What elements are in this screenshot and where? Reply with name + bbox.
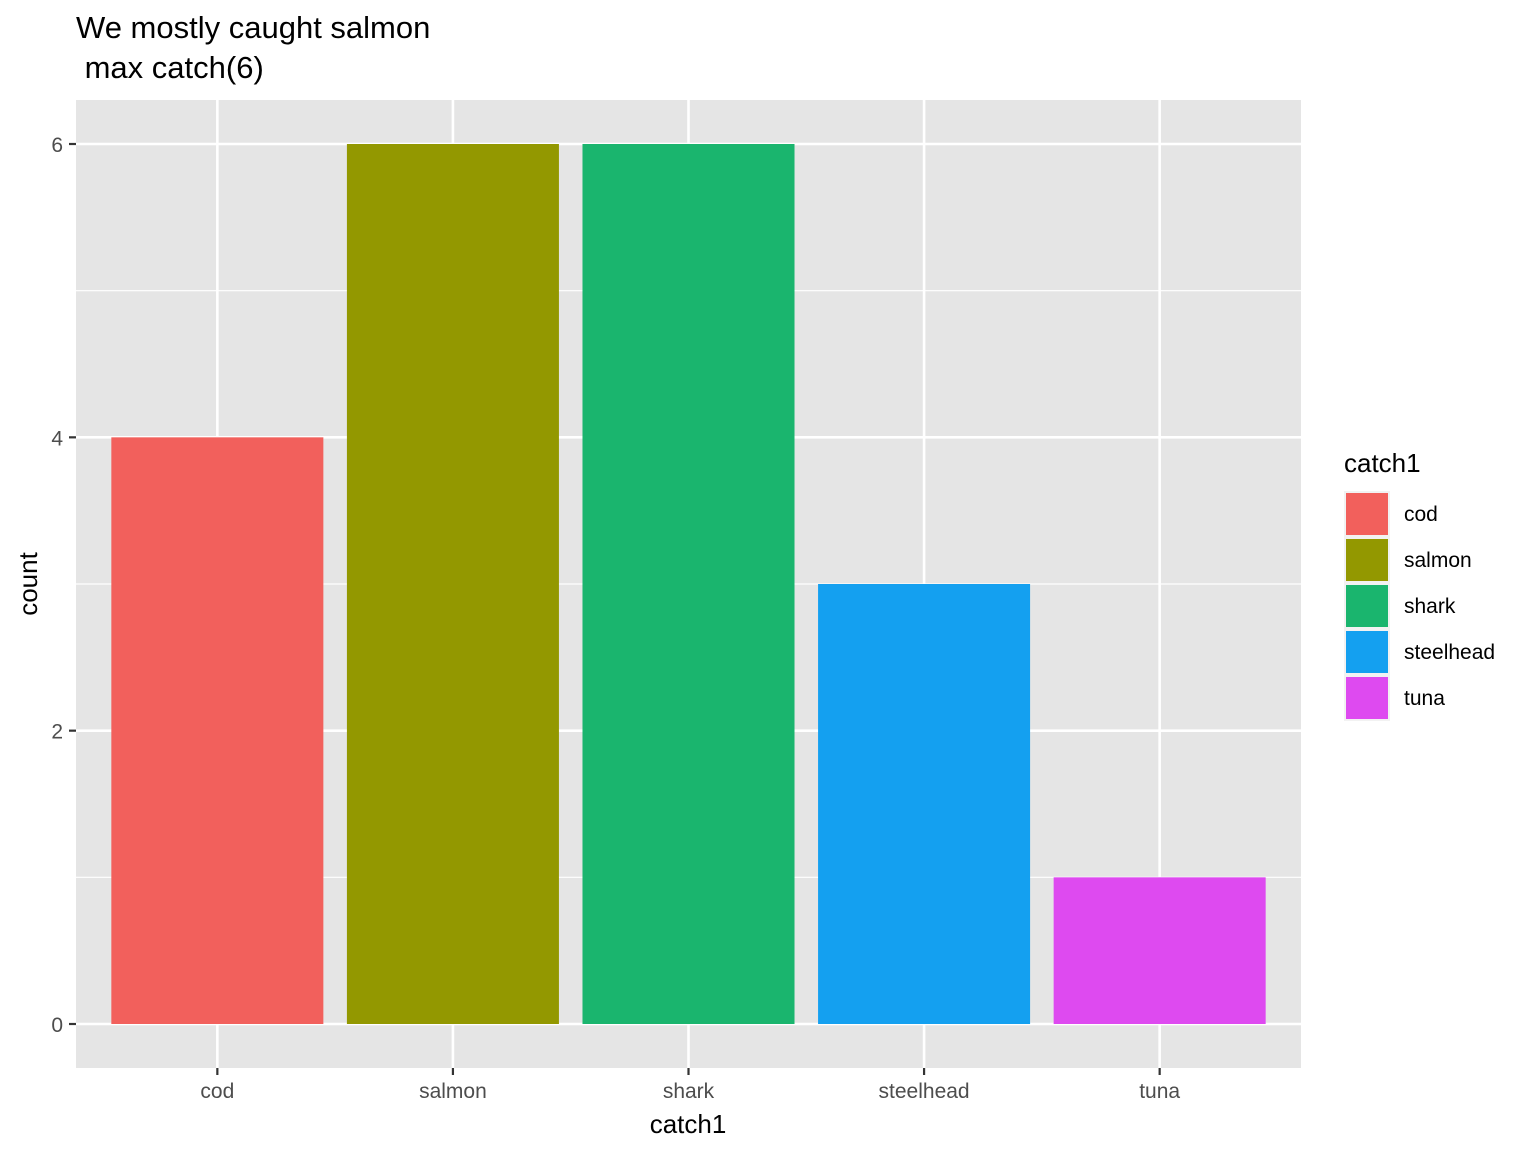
- x-tick-label: tuna: [1139, 1080, 1180, 1103]
- bar-shark: [582, 144, 795, 1024]
- legend-label-shark: shark: [1404, 595, 1456, 618]
- legend-label-salmon: salmon: [1404, 549, 1472, 572]
- legend-swatch-tuna: [1346, 677, 1388, 719]
- legend-label-cod: cod: [1404, 503, 1438, 526]
- legend-entries: cod salmon shark steelhead tuna: [1344, 491, 1495, 721]
- bar-steelhead: [818, 584, 1031, 1024]
- y-tick-label: 2: [51, 721, 63, 744]
- legend-title: catch1: [1344, 448, 1421, 478]
- legend-label-steelhead: steelhead: [1404, 641, 1495, 664]
- y-axis: 0 2 4 6: [51, 134, 76, 1037]
- x-axis-title: catch1: [650, 1109, 727, 1139]
- legend-label-tuna: tuna: [1404, 687, 1445, 710]
- y-tick-label: 6: [51, 134, 63, 157]
- bars: [111, 144, 1266, 1024]
- x-tick-label: cod: [200, 1080, 234, 1103]
- legend: catch1 cod salmon shark steelhead tuna: [1344, 448, 1495, 721]
- bar-tuna: [1053, 877, 1266, 1024]
- bar-salmon: [346, 144, 559, 1024]
- legend-swatch-salmon: [1346, 539, 1388, 581]
- x-tick-label: steelhead: [879, 1080, 970, 1103]
- y-axis-title: count: [13, 551, 43, 615]
- legend-swatch-steelhead: [1346, 631, 1388, 673]
- x-tick-label: salmon: [419, 1080, 487, 1103]
- x-tick-label: shark: [663, 1080, 715, 1103]
- chart-title-line-2: max catch(6): [76, 50, 264, 85]
- bar-cod: [111, 437, 324, 1024]
- legend-swatch-cod: [1346, 493, 1388, 535]
- x-axis: cod salmon shark steelhead tuna: [200, 1068, 1180, 1103]
- legend-swatch-shark: [1346, 585, 1388, 627]
- chart-title-line-1: We mostly caught salmon: [76, 10, 431, 45]
- y-tick-label: 4: [51, 427, 63, 450]
- y-tick-label: 0: [51, 1014, 63, 1037]
